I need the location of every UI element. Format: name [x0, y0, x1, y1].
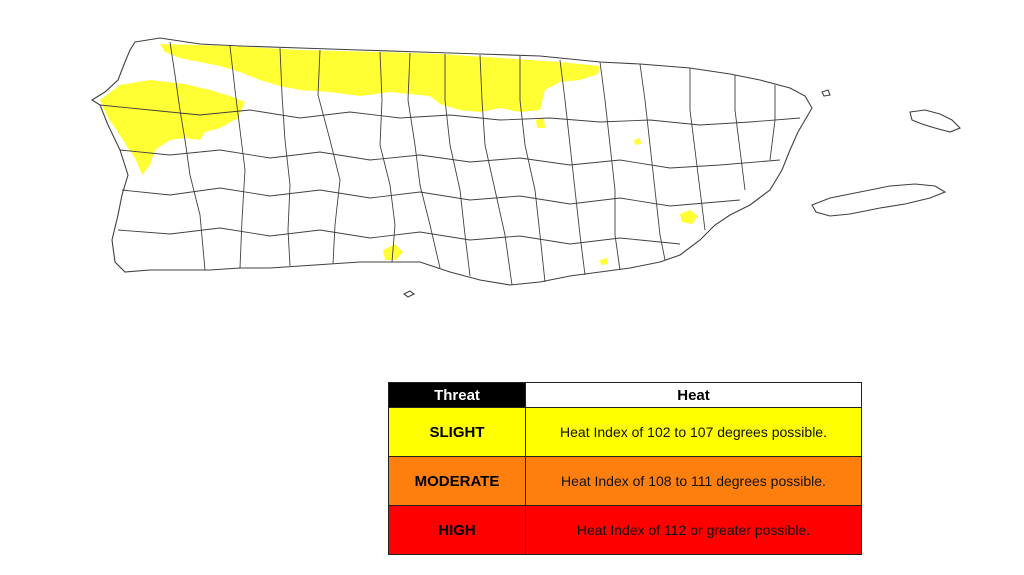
legend-row-moderate: MODERATE Heat Index of 108 to 111 degree…: [388, 456, 862, 506]
threat-description-high: Heat Index of 112 or greater possible.: [525, 505, 862, 555]
desecheo-islet: [821, 89, 831, 97]
threat-description-slight: Heat Index of 102 to 107 degrees possibl…: [525, 407, 862, 457]
threat-level-moderate: MODERATE: [388, 456, 526, 506]
threat-level-high: HIGH: [388, 505, 526, 555]
culebra-island: [909, 109, 961, 133]
legend-header-heat: Heat: [525, 382, 862, 408]
legend-row-slight: SLIGHT Heat Index of 102 to 107 degrees …: [388, 407, 862, 457]
heat-threat-legend: Threat Heat SLIGHT Heat Index of 102 to …: [388, 382, 862, 555]
threat-description-moderate: Heat Index of 108 to 111 degrees possibl…: [525, 456, 862, 506]
puerto-rico-map: [90, 37, 961, 298]
legend-header-row: Threat Heat: [388, 382, 862, 408]
caja-de-muertos-islet: [402, 290, 416, 298]
municipality-boundaries: [99, 41, 801, 286]
legend-row-high: HIGH Heat Index of 112 or greater possib…: [388, 505, 862, 555]
threat-map: [90, 37, 961, 298]
vieques-island: [811, 183, 947, 217]
legend-header-threat: Threat: [388, 382, 526, 408]
threat-level-slight: SLIGHT: [388, 407, 526, 457]
